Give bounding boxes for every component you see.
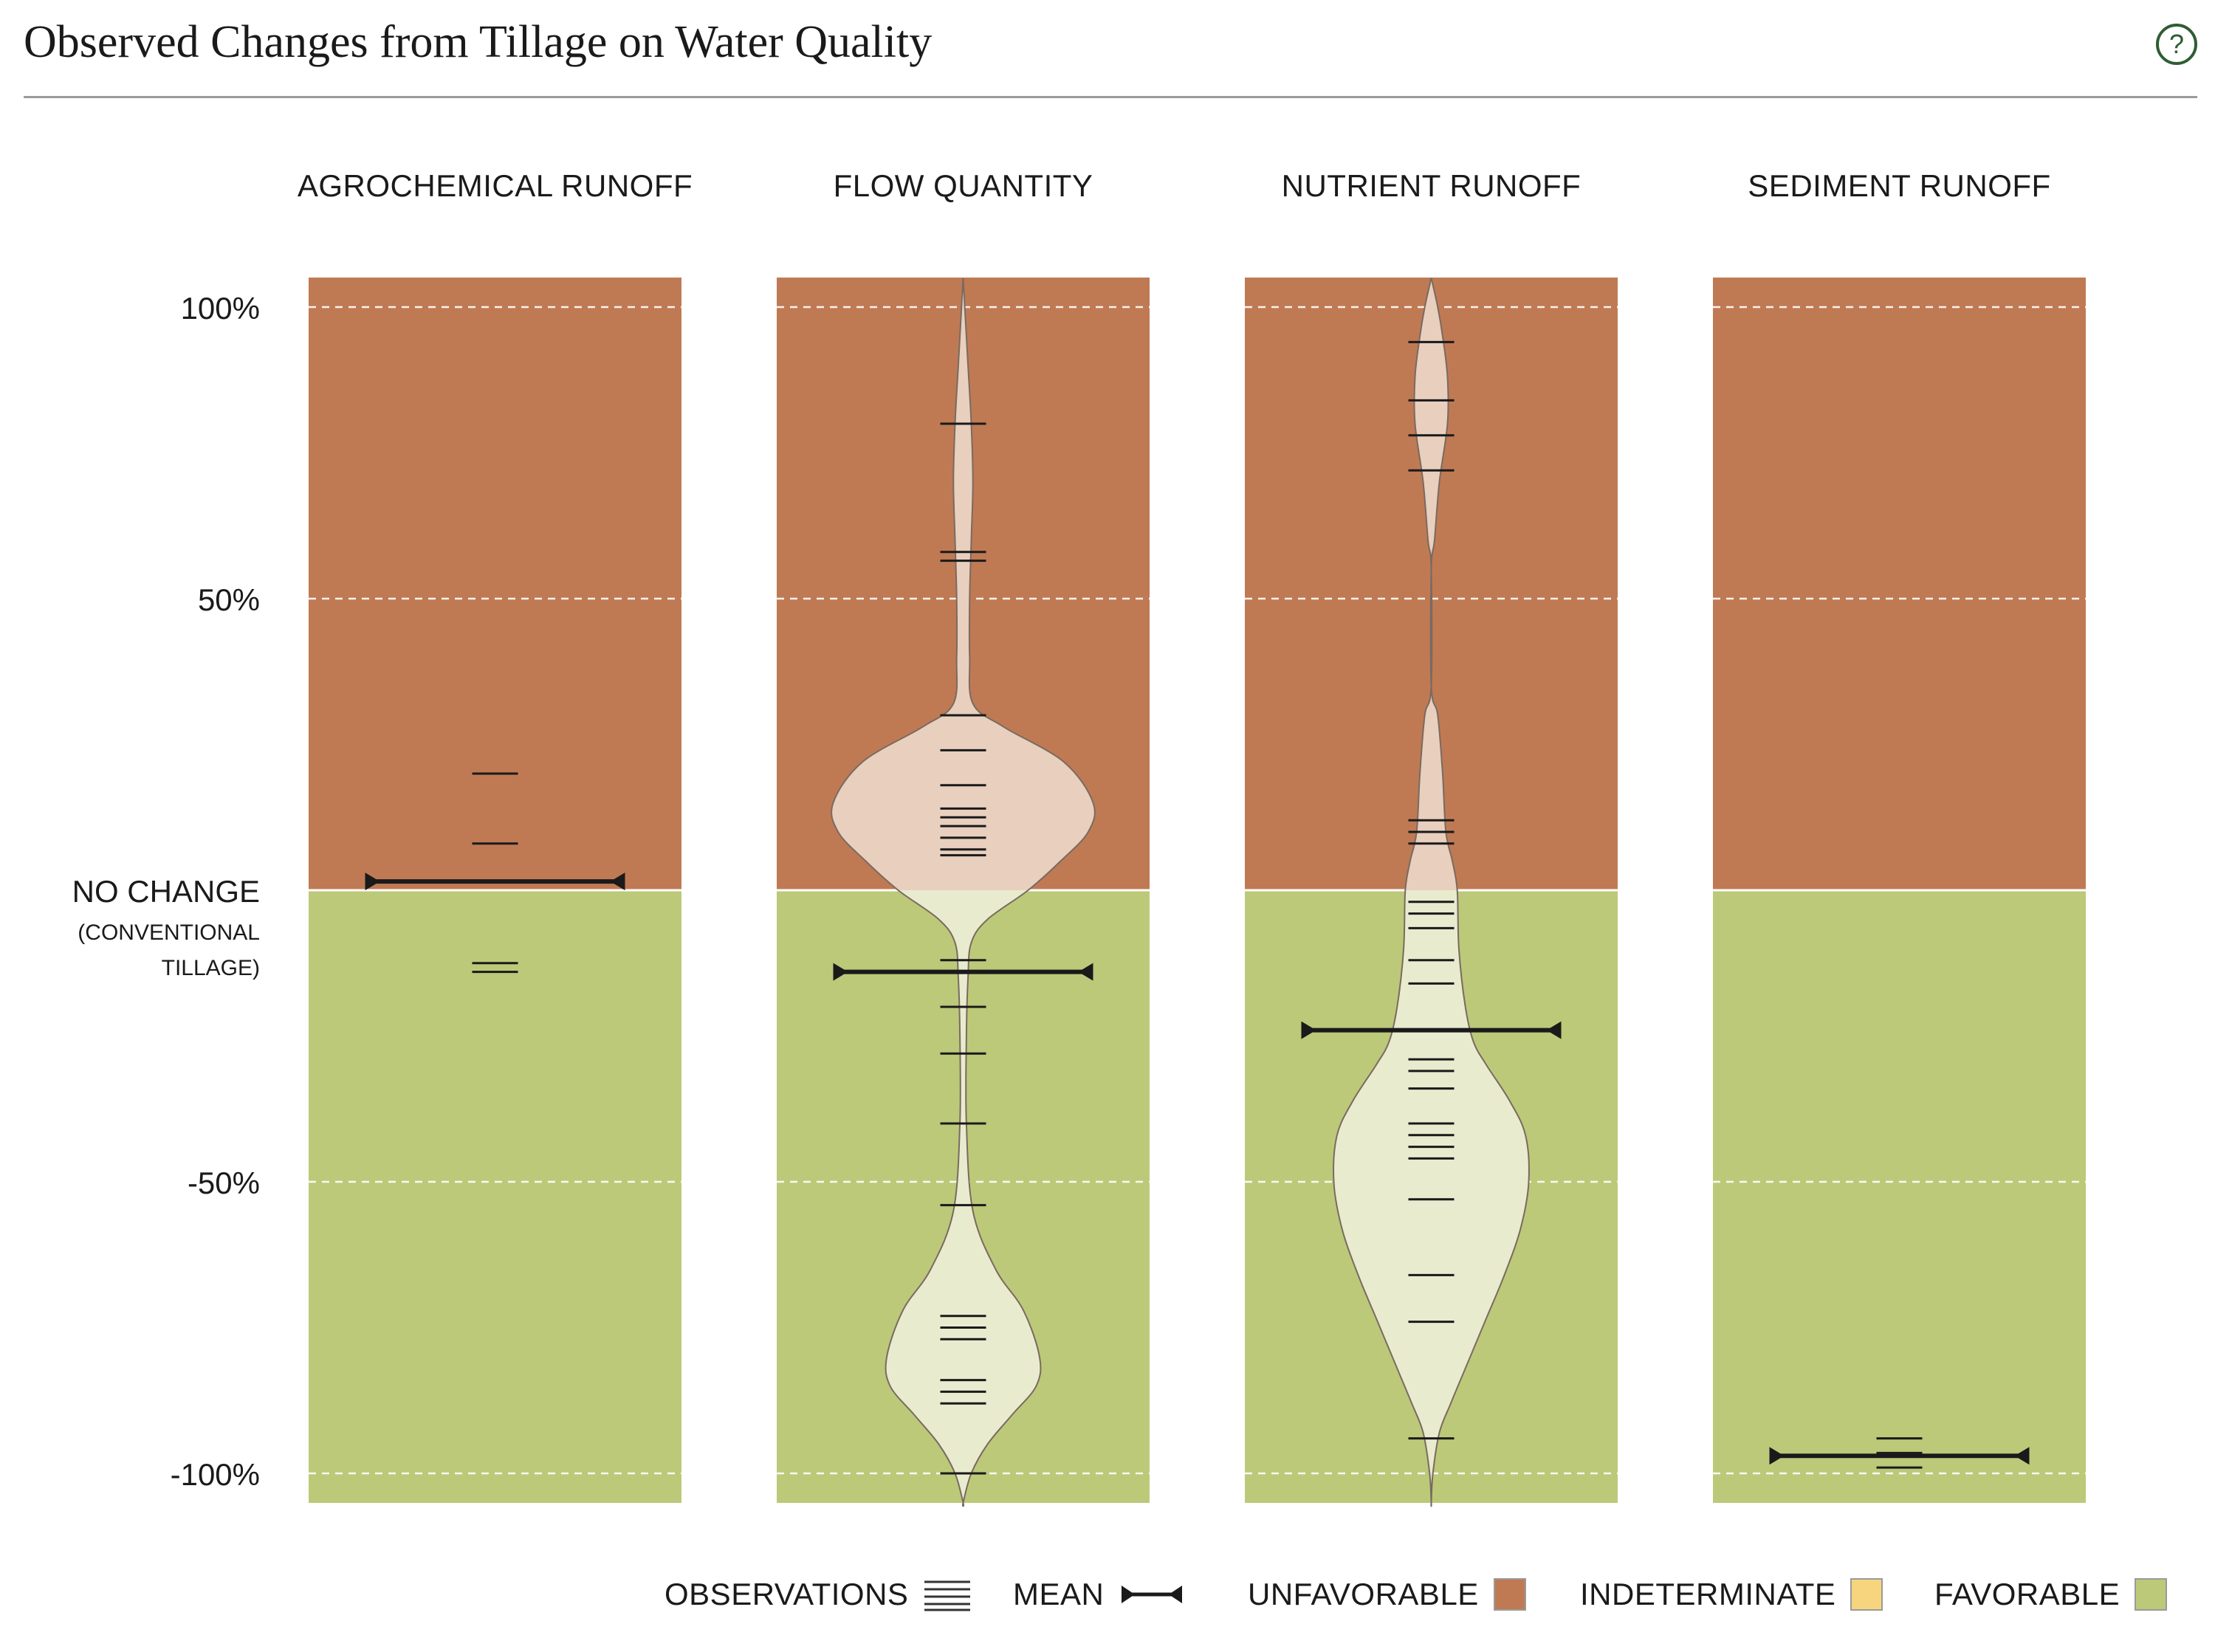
mean-cap-right: [1546, 1021, 1562, 1039]
y-tick-label: 100%: [181, 291, 260, 326]
violin-outline: [1333, 278, 1530, 1507]
favorable-region: [1713, 890, 2086, 1503]
legend-favorable-label: FAVORABLE: [1934, 1577, 2120, 1611]
violin-lower: [1333, 890, 1529, 1503]
legend-unfavorable: UNFAVORABLE: [1248, 1565, 1526, 1624]
panel-title: AGROCHEMICAL RUNOFF: [298, 168, 693, 203]
y-tick-label: -50%: [188, 1166, 260, 1200]
y-tick-label: NO CHANGE: [72, 874, 260, 909]
legend-indeterminate-label: INDETERMINATE: [1580, 1577, 1836, 1611]
legend-favorable: FAVORABLE: [1934, 1565, 2168, 1624]
mean-cap-left: [1769, 1447, 1785, 1465]
panel-title: NUTRIENT RUNOFF: [1282, 168, 1582, 203]
y-tick-label: -100%: [171, 1457, 260, 1492]
help-button[interactable]: ?: [2156, 24, 2197, 65]
mean-icon: [1122, 1586, 1183, 1603]
mean-cap-right: [1078, 963, 1093, 981]
mean-cap-right: [610, 873, 625, 891]
page-title: Observed Changes from Tillage on Water Q…: [24, 17, 933, 67]
y-tick-sublabel: TILLAGE): [162, 956, 260, 980]
panel-title: FLOW QUANTITY: [834, 168, 1093, 203]
favorable-region: [309, 890, 681, 1503]
mean-cap-right: [2014, 1447, 2030, 1465]
legend-observations-label: OBSERVATIONS: [664, 1577, 909, 1611]
unfavorable-swatch: [1493, 1578, 1526, 1611]
mean-cap-left: [365, 873, 380, 891]
unfavorable-region: [309, 278, 681, 890]
y-tick-label: 50%: [198, 582, 260, 617]
mean-cap-left: [1301, 1021, 1316, 1039]
legend-unfavorable-label: UNFAVORABLE: [1248, 1577, 1479, 1611]
violin-lower: [885, 890, 1041, 1503]
panel-title: SEDIMENT RUNOFF: [1748, 168, 2050, 203]
legend-observations: OBSERVATIONS: [664, 1565, 972, 1624]
legend-mean-label: MEAN: [1013, 1577, 1105, 1611]
legend: OBSERVATIONS MEAN UNFAVORABLE INDETERMIN…: [0, 1565, 2215, 1624]
observations-icon: [924, 1580, 971, 1611]
unfavorable-region: [1713, 278, 2086, 890]
violin-outline: [831, 278, 1096, 1507]
favorable-swatch: [2135, 1578, 2168, 1611]
legend-indeterminate: INDETERMINATE: [1580, 1565, 1883, 1624]
y-tick-sublabel: (CONVENTIONAL: [78, 920, 260, 945]
header: Observed Changes from Tillage on Water Q…: [24, 0, 2197, 98]
violin-upper: [831, 278, 1095, 890]
mean-cap-left: [833, 963, 848, 981]
legend-mean: MEAN: [1013, 1565, 1185, 1624]
indeterminate-swatch: [1850, 1578, 1883, 1611]
